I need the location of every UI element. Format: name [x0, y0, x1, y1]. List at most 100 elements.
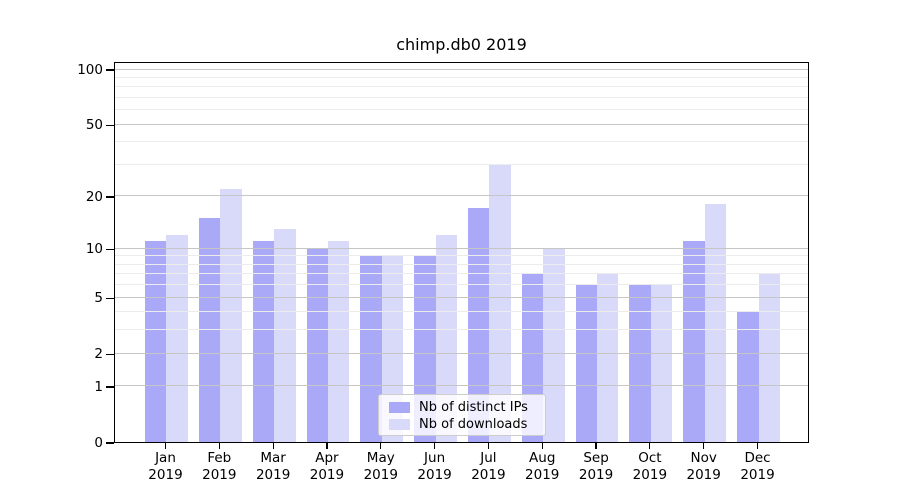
y-tick-mark-20 — [106, 196, 114, 198]
x-tick-mark-sep — [595, 443, 597, 449]
legend-swatch-distinct-ips — [389, 402, 410, 413]
chart-title: chimp.db0 2019 — [396, 35, 527, 54]
y-tick-label-20: 20 — [85, 188, 103, 205]
x-tick-month: Jun — [424, 450, 446, 466]
legend-item-distinct-ips: Nb of distinct IPs — [389, 399, 545, 416]
y-tick-label-5: 5 — [94, 290, 103, 307]
gridline-minor-9 — [115, 255, 808, 257]
bar-downloads-sep — [597, 273, 619, 442]
gridline-minor-60 — [115, 109, 808, 111]
bar-ips-dec — [737, 311, 759, 442]
x-tick-label-feb: Feb 2019 — [189, 450, 249, 484]
x-tick-month: Aug — [529, 450, 556, 466]
bar-ips-apr — [306, 248, 328, 442]
x-tick-mark-feb — [218, 443, 220, 449]
bar-downloads-jan — [166, 234, 188, 442]
y-tick-mark-2 — [106, 353, 114, 355]
x-tick-label-apr: Apr 2019 — [297, 450, 357, 484]
y-tick-mark-1 — [106, 386, 114, 388]
x-tick-mark-jul — [487, 443, 489, 449]
gridline-major-10 — [115, 247, 808, 249]
bar-downloads-mar — [274, 228, 296, 442]
bar-downloads-dec — [758, 273, 780, 442]
x-tick-year: 2019 — [417, 467, 452, 483]
x-tick-label-may: May 2019 — [351, 450, 411, 484]
x-tick-mark-jun — [433, 443, 436, 449]
bar-downloads-oct — [650, 284, 673, 442]
y-tick-label-10: 10 — [85, 241, 103, 258]
y-tick-mark-50 — [106, 124, 114, 126]
gridline-minor-70 — [115, 96, 808, 98]
gridline-minor-90 — [115, 76, 808, 78]
gridline-minor-6 — [115, 284, 808, 286]
x-tick-mark-dec — [756, 443, 759, 449]
bar-downloads-nov — [704, 204, 727, 442]
x-tick-label-jul: Jul 2019 — [458, 450, 518, 484]
y-tick-mark-5 — [106, 297, 114, 299]
legend-item-downloads: Nb of downloads — [389, 416, 545, 433]
gridline-minor-4 — [115, 311, 808, 313]
x-tick-month: May — [366, 450, 395, 466]
x-tick-mark-mar — [272, 443, 274, 449]
bar-downloads-apr — [327, 241, 350, 442]
x-tick-month: Jul — [480, 450, 497, 466]
x-tick-label-jan: Jan 2019 — [135, 450, 195, 484]
bar-downloads-feb — [220, 188, 242, 442]
bar-ips-mar — [252, 241, 275, 442]
bar-ips-jan — [145, 241, 167, 442]
x-tick-mark-jan — [164, 443, 167, 449]
x-tick-year: 2019 — [632, 467, 668, 483]
legend-label-downloads: Nb of downloads — [419, 417, 528, 432]
gridline-minor-40 — [115, 141, 808, 143]
bar-ips-oct — [629, 284, 651, 442]
x-tick-year: 2019 — [686, 467, 721, 483]
legend-swatch-downloads — [389, 419, 410, 430]
x-tick-month: Dec — [744, 450, 771, 466]
x-tick-label-dec: Dec 2019 — [728, 450, 788, 484]
gridline-major-2 — [115, 352, 808, 354]
y-tick-mark-10 — [106, 248, 114, 250]
x-tick-month: Oct — [638, 450, 662, 466]
y-tick-label-100: 100 — [77, 61, 103, 78]
gridline-major-20 — [115, 195, 808, 197]
x-tick-month: Feb — [207, 450, 232, 466]
x-tick-year: 2019 — [148, 467, 183, 483]
x-tick-year: 2019 — [471, 467, 506, 483]
x-tick-year: 2019 — [578, 467, 614, 483]
bar-downloads-jul — [489, 164, 511, 442]
gridline-minor-30 — [115, 163, 808, 165]
x-tick-mark-nov — [703, 443, 705, 449]
plot-area — [114, 62, 809, 443]
gridline-minor-3 — [115, 329, 808, 331]
bar-downloads-aug — [543, 248, 565, 442]
legend: Nb of distinct IPs Nb of downloads — [378, 394, 546, 436]
x-tick-month: Apr — [315, 450, 339, 466]
x-tick-mark-apr — [326, 443, 328, 449]
x-tick-year: 2019 — [202, 467, 237, 483]
x-tick-label-aug: Aug 2019 — [512, 450, 572, 484]
gridline-major-100 — [115, 68, 808, 70]
x-tick-year: 2019 — [740, 467, 775, 483]
y-tick-label-50: 50 — [85, 117, 103, 134]
gridline-major-1 — [115, 385, 808, 387]
bar-ips-may — [360, 255, 382, 442]
gridline-minor-8 — [115, 263, 808, 265]
legend-label-distinct-ips: Nb of distinct IPs — [419, 400, 528, 415]
x-tick-year: 2019 — [255, 467, 291, 483]
x-tick-label-nov: Nov 2019 — [674, 450, 734, 484]
x-tick-label-mar: Mar 2019 — [243, 450, 303, 484]
x-tick-month: Nov — [690, 450, 717, 466]
x-tick-month: Jan — [155, 450, 176, 466]
x-tick-year: 2019 — [309, 467, 345, 483]
gridline-minor-80 — [115, 86, 808, 88]
y-tick-mark-100 — [106, 69, 114, 71]
y-tick-label-0: 0 — [94, 435, 103, 451]
y-tick-mark-0 — [106, 442, 114, 444]
gridline-minor-7 — [115, 273, 808, 275]
x-tick-label-jun: Jun 2019 — [405, 450, 465, 484]
bar-downloads-jun — [435, 234, 457, 442]
x-tick-year: 2019 — [363, 467, 398, 483]
x-tick-label-oct: Oct 2019 — [620, 450, 680, 484]
x-tick-mark-oct — [649, 443, 651, 449]
